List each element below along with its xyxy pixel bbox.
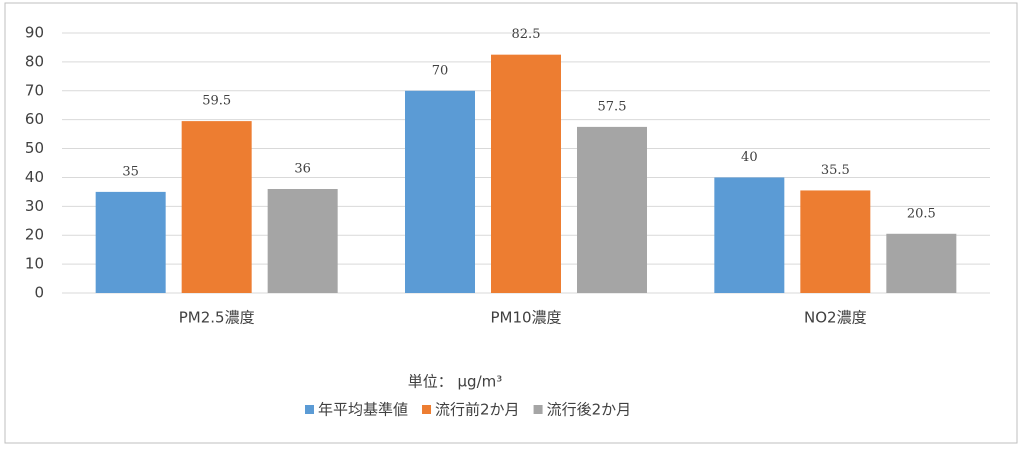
value-label: 35 [122,164,139,179]
bar [886,233,957,293]
y-tick-label: 80 [25,52,44,70]
x-tick-label: PM10濃度 [490,309,561,327]
value-label: 57.5 [598,99,627,114]
bar [181,121,252,293]
x-tick-label: NO2濃度 [804,309,867,327]
bar [405,90,475,294]
x-tick-label: PM2.5濃度 [179,309,255,327]
bar [491,54,561,293]
y-tick-label: 90 [25,24,44,42]
bar [95,191,166,293]
bar [800,190,871,293]
y-tick-label: 20 [25,226,44,244]
bar [714,177,785,293]
value-label: 70 [432,63,449,78]
bar [577,126,647,293]
y-tick-label: 0 [34,284,44,302]
unit-annotation: 単位： μg/m³ [408,373,503,391]
y-tick-label: 30 [25,197,44,215]
legend-label: 年平均基準値 [318,401,408,419]
y-tick-label: 70 [25,81,44,99]
legend-swatch [422,405,432,414]
value-label: 59.5 [202,94,231,109]
y-tick-label: 40 [25,168,44,186]
value-label: 40 [741,150,758,165]
y-tick-label: 10 [25,255,44,273]
legend-label: 流行前2か月 [435,401,520,419]
y-tick-label: 60 [25,110,44,128]
value-label: 82.5 [512,27,541,42]
y-tick-label: 50 [25,139,44,157]
legend-swatch [533,405,543,414]
legend-swatch [305,405,314,414]
legend-label: 流行後2か月 [547,401,632,419]
bar [267,189,338,293]
value-label: 36 [294,162,311,177]
value-label: 20.5 [907,206,936,221]
value-label: 35.5 [821,163,850,178]
